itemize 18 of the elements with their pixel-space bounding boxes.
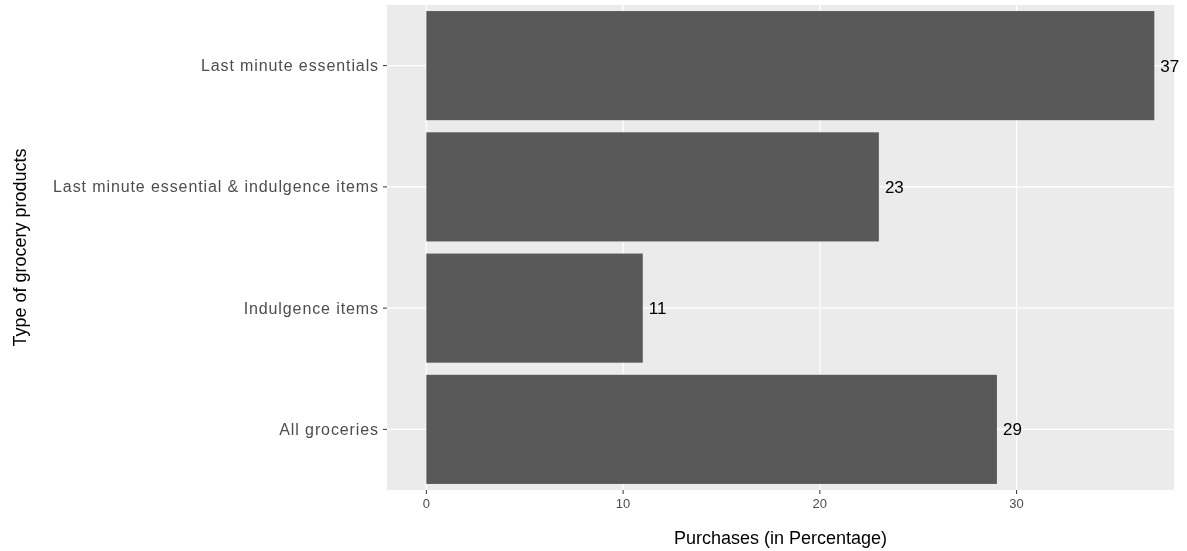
bar: [426, 253, 643, 363]
data-label: 37: [1160, 56, 1180, 76]
data-label: 29: [1002, 420, 1022, 440]
y-tick-label: All groceries: [279, 420, 379, 438]
y-tick-label: Last minute essentials: [200, 57, 379, 75]
data-label: 23: [884, 177, 904, 197]
bar: [426, 11, 1155, 121]
x-tick-label: 20: [812, 496, 828, 511]
bar: [426, 132, 879, 242]
y-axis-title: Type of grocery products: [10, 148, 30, 347]
x-axis-title: Purchases (in Percentage): [673, 528, 888, 548]
x-tick-label: 30: [1009, 496, 1024, 511]
bar: [426, 374, 997, 484]
x-tick-label: 0: [422, 496, 430, 511]
y-tick-label: Last minute essential & indulgence items: [53, 178, 379, 196]
data-label: 11: [648, 299, 667, 319]
y-tick-label: Indulgence items: [243, 299, 379, 317]
x-tick-label: 10: [615, 496, 631, 511]
